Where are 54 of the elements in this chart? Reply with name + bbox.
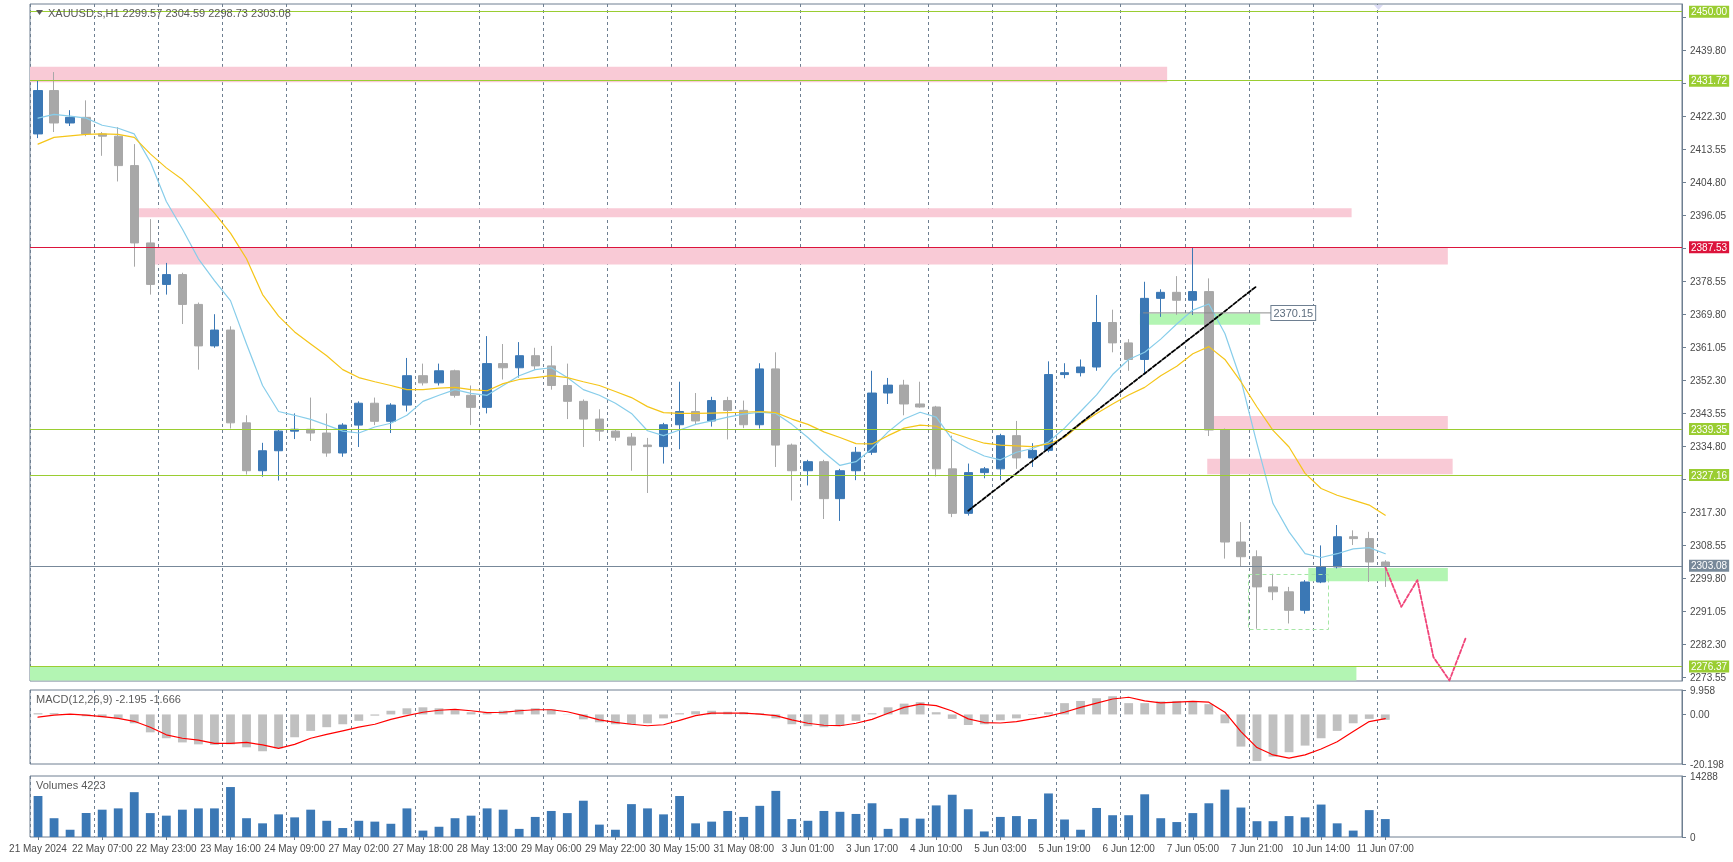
x-tick-label: 22 May 07:00 bbox=[71, 842, 133, 854]
y-tick-label: 2369.80 bbox=[1690, 308, 1727, 320]
y-tick-label: 2396.05 bbox=[1690, 209, 1727, 221]
ref-line-label: 2327.16 bbox=[1691, 469, 1728, 481]
x-tick-label: 28 May 13:00 bbox=[456, 842, 518, 854]
y-tick-label: 14288 bbox=[1690, 770, 1719, 782]
y-tick-label: 2422.30 bbox=[1690, 110, 1727, 122]
y-tick-label: 2317.30 bbox=[1690, 506, 1727, 518]
y-tick-label: 2291.05 bbox=[1690, 605, 1727, 617]
y-tick-label: 2413.55 bbox=[1690, 143, 1727, 155]
x-tick-label: 27 May 18:00 bbox=[392, 842, 454, 854]
x-tick-label: 5 Jun 03:00 bbox=[974, 842, 1027, 854]
x-tick-label: 5 Jun 19:00 bbox=[1038, 842, 1092, 854]
x-tick-label: 3 Jun 17:00 bbox=[845, 842, 899, 854]
x-tick-label: 22 May 23:00 bbox=[136, 842, 198, 854]
ref-line-label: 2339.35 bbox=[1691, 423, 1728, 435]
y-tick-label: 0 bbox=[1690, 831, 1696, 843]
x-tick-label: 30 May 15:00 bbox=[649, 842, 711, 854]
x-tick-label: 7 Jun 21:00 bbox=[1230, 842, 1284, 854]
y-tick-label: 2334.80 bbox=[1690, 440, 1727, 452]
y-tick-label: 2299.80 bbox=[1690, 572, 1727, 584]
x-tick-label: 23 May 16:00 bbox=[200, 842, 262, 854]
annotation: 2370.15 bbox=[1273, 306, 1314, 319]
x-tick-label: 27 May 02:00 bbox=[328, 842, 390, 854]
y-tick-label: 0.00 bbox=[1690, 708, 1710, 720]
ref-line-label: 2387.53 bbox=[1691, 241, 1728, 253]
chart-title: Volumes 4223 bbox=[36, 778, 106, 791]
x-tick-label: 31 May 08:00 bbox=[713, 842, 775, 854]
x-tick-label: 7 Jun 05:00 bbox=[1166, 842, 1220, 854]
ref-line-label: 2450.00 bbox=[1691, 6, 1728, 18]
x-tick-label: 21 May 2024 bbox=[9, 842, 68, 854]
ref-line-label: 2276.37 bbox=[1691, 661, 1728, 673]
x-tick-label: 11 Jun 07:00 bbox=[1356, 842, 1415, 854]
y-tick-label: 2352.30 bbox=[1690, 374, 1727, 386]
x-tick-label: 29 May 06:00 bbox=[520, 842, 582, 854]
y-tick-label: 2343.55 bbox=[1690, 407, 1727, 419]
x-tick-label: 10 Jun 14:00 bbox=[1292, 842, 1351, 854]
y-tick-label: 2361.05 bbox=[1690, 341, 1727, 353]
y-tick-label: 2404.80 bbox=[1690, 176, 1727, 188]
x-tick-label: 24 May 09:00 bbox=[264, 842, 326, 854]
y-tick-label: 2308.55 bbox=[1690, 539, 1727, 551]
y-tick-label: -20.198 bbox=[1690, 758, 1725, 770]
y-tick-label: 2273.55 bbox=[1690, 671, 1727, 683]
ref-line-label: 2303.08 bbox=[1691, 560, 1728, 572]
chart-title: MACD(12,26,9) -2.195 -1.666 bbox=[36, 692, 181, 705]
x-tick-label: 6 Jun 12:00 bbox=[1102, 842, 1156, 854]
y-tick-label: 2282.30 bbox=[1690, 638, 1727, 650]
x-tick-label: 4 Jun 10:00 bbox=[910, 842, 963, 854]
x-tick-label: 29 May 22:00 bbox=[585, 842, 647, 854]
y-tick-label: 2378.55 bbox=[1690, 275, 1727, 287]
y-tick-label: 9.958 bbox=[1690, 684, 1716, 696]
ref-line-label: 2431.72 bbox=[1691, 75, 1728, 87]
x-tick-label: 3 Jun 01:00 bbox=[781, 842, 835, 854]
y-tick-label: 2439.80 bbox=[1690, 44, 1727, 56]
